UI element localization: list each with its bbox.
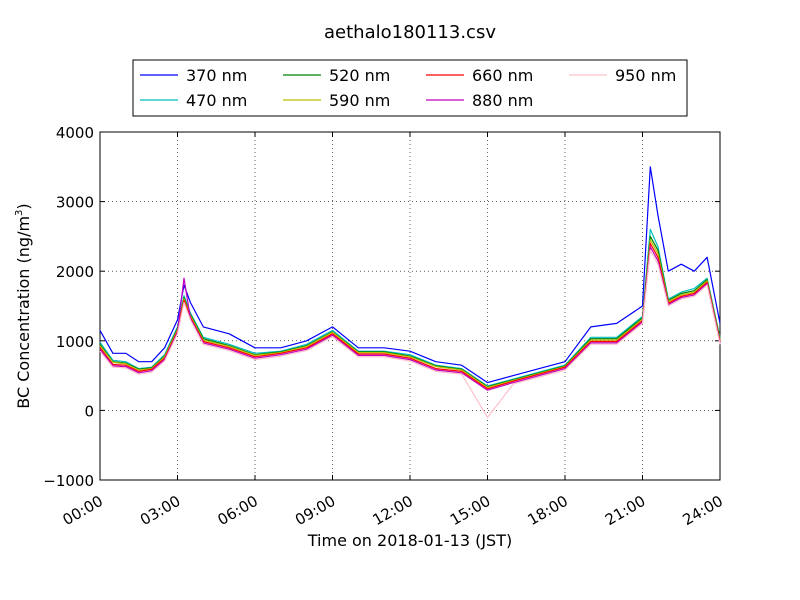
y-tick-label: 2000 — [56, 263, 94, 281]
legend-item: 660 nm — [426, 66, 533, 85]
legend-item: 520 nm — [283, 66, 390, 85]
y-axis-label-sup: 3 — [14, 210, 25, 216]
legend-label: 660 nm — [472, 66, 533, 85]
y-tick-label: −1000 — [43, 472, 94, 490]
legend-item: 950 nm — [569, 66, 676, 85]
y-axis-label-main: BC Concentration (ng/m — [14, 216, 33, 409]
chart-title: aethalo180113.csv — [324, 22, 496, 43]
y-tick-label: 0 — [84, 402, 94, 420]
legend-box — [132, 59, 688, 117]
y-axis-label: BC Concentration (ng/m3) — [14, 203, 33, 408]
y-tick-label: 3000 — [56, 194, 94, 212]
legend-label: 370 nm — [186, 66, 247, 85]
legend: 370 nm 470 nm 520 nm 590 nm 660 nm 880 nm 950 … — [132, 59, 688, 117]
y-tick-label: 4000 — [56, 124, 94, 142]
series-line-590-nm — [99, 239, 721, 388]
legend-label: 950 nm — [615, 66, 676, 85]
series-line-950-nm — [99, 249, 721, 418]
series-lines — [99, 166, 721, 418]
legend-item: 370 nm — [140, 66, 247, 85]
legend-item: 470 nm — [140, 91, 247, 110]
x-axis-label: Time on 2018-01-13 (JST) — [307, 531, 512, 550]
legend-label: 590 nm — [329, 91, 390, 110]
legend-label: 470 nm — [186, 91, 247, 110]
legend-label: 520 nm — [329, 66, 390, 85]
legend-item: 880 nm — [426, 91, 533, 110]
legend-item: 590 nm — [283, 91, 390, 110]
series-line-370-nm — [99, 166, 721, 384]
legend-label: 880 nm — [472, 91, 533, 110]
y-tick-label: 1000 — [56, 333, 94, 351]
y-axis-label-tail: ) — [14, 203, 33, 209]
